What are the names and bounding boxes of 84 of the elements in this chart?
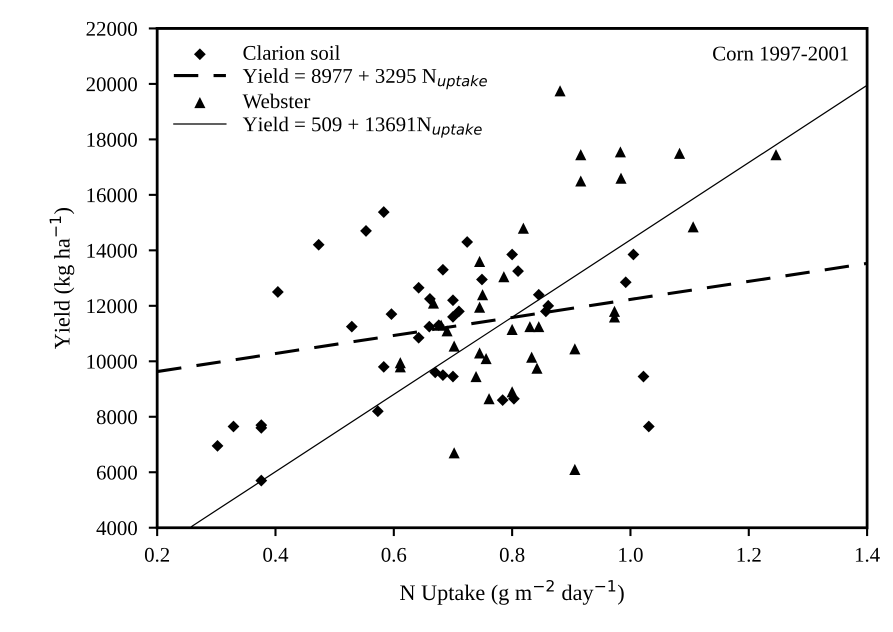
point: [477, 289, 488, 300]
y-tick-label: 8000: [96, 410, 137, 424]
y-axis-title: Yield (kg ha$^{−1}$): [50, 208, 74, 350]
y-tick-label: 14000: [87, 244, 137, 258]
point: [770, 149, 782, 160]
point: [615, 172, 627, 184]
point: [437, 264, 449, 276]
y-tick-label: 4000: [96, 521, 137, 536]
point: [448, 447, 460, 458]
legend-label: Webster: [242, 94, 310, 108]
point: [378, 206, 390, 218]
point: [638, 370, 650, 382]
point: [531, 362, 543, 374]
point: [448, 340, 460, 352]
point: [378, 360, 390, 373]
point: [412, 332, 425, 344]
point: [575, 175, 586, 187]
point: [470, 370, 482, 382]
point: [496, 394, 509, 406]
point: [437, 369, 449, 382]
point: [620, 276, 632, 288]
point: [532, 288, 545, 301]
point: [386, 308, 398, 320]
point: [476, 274, 488, 286]
point: [506, 324, 518, 335]
point: [526, 352, 538, 363]
point: [506, 386, 518, 398]
point: [518, 222, 529, 234]
point: [498, 271, 510, 282]
point: [447, 311, 459, 323]
point: [569, 343, 580, 354]
point: [575, 149, 586, 160]
point: [255, 474, 268, 486]
point: [688, 221, 699, 232]
x-tick-label: 1.2: [738, 548, 761, 562]
legend-label: Clarion soil: [243, 45, 340, 60]
y-tick-label: 16000: [87, 188, 137, 202]
point: [512, 265, 524, 278]
point: [346, 320, 358, 333]
point: [506, 248, 518, 260]
point: [447, 370, 459, 382]
x-axis-title: N Uptake (g m$^{−2}$ day$^{−1}$): [400, 580, 624, 605]
point: [442, 325, 453, 336]
point: [474, 302, 486, 313]
point: [554, 85, 566, 96]
point: [533, 321, 544, 332]
point: [524, 321, 536, 332]
x-tick-label: 1.0: [619, 548, 643, 562]
y-tick-label: 22000: [86, 22, 137, 36]
y-tick-label: 6000: [96, 466, 137, 480]
annotation: Corn 1997-2001: [713, 46, 848, 61]
point: [228, 420, 240, 432]
point: [480, 352, 492, 364]
point: [569, 464, 580, 476]
point: [429, 366, 442, 378]
point: [436, 320, 447, 331]
point: [272, 286, 284, 298]
point: [461, 236, 474, 248]
point: [674, 148, 686, 159]
x-tick-label: 0.6: [382, 548, 406, 562]
point: [360, 225, 372, 237]
x-tick-label: 0.8: [500, 548, 524, 562]
point: [474, 256, 486, 267]
point: [412, 282, 425, 294]
y-tick-label: 10000: [87, 354, 137, 369]
point: [474, 347, 486, 359]
point: [212, 440, 224, 452]
x-tick-label: 0.2: [144, 548, 170, 562]
y-tick-label: 18000: [87, 132, 137, 147]
y-tick-label: 20000: [86, 77, 137, 92]
point: [372, 405, 384, 418]
point: [453, 305, 465, 318]
point: [447, 294, 459, 306]
point: [628, 248, 640, 260]
x-tick-label: 1.4: [856, 548, 880, 562]
legend-label: Yield = 8977 + 3295 N$_{uptake}$: [242, 68, 487, 90]
legend-label: Yield = 509 + 13691N$_{uptake}$: [242, 116, 482, 138]
point: [484, 393, 495, 404]
point: [614, 146, 626, 158]
point: [423, 320, 436, 333]
point: [642, 420, 655, 432]
x-tick-label: 0.4: [263, 548, 288, 562]
y-tick-label: 12000: [87, 299, 137, 314]
point: [312, 238, 325, 251]
